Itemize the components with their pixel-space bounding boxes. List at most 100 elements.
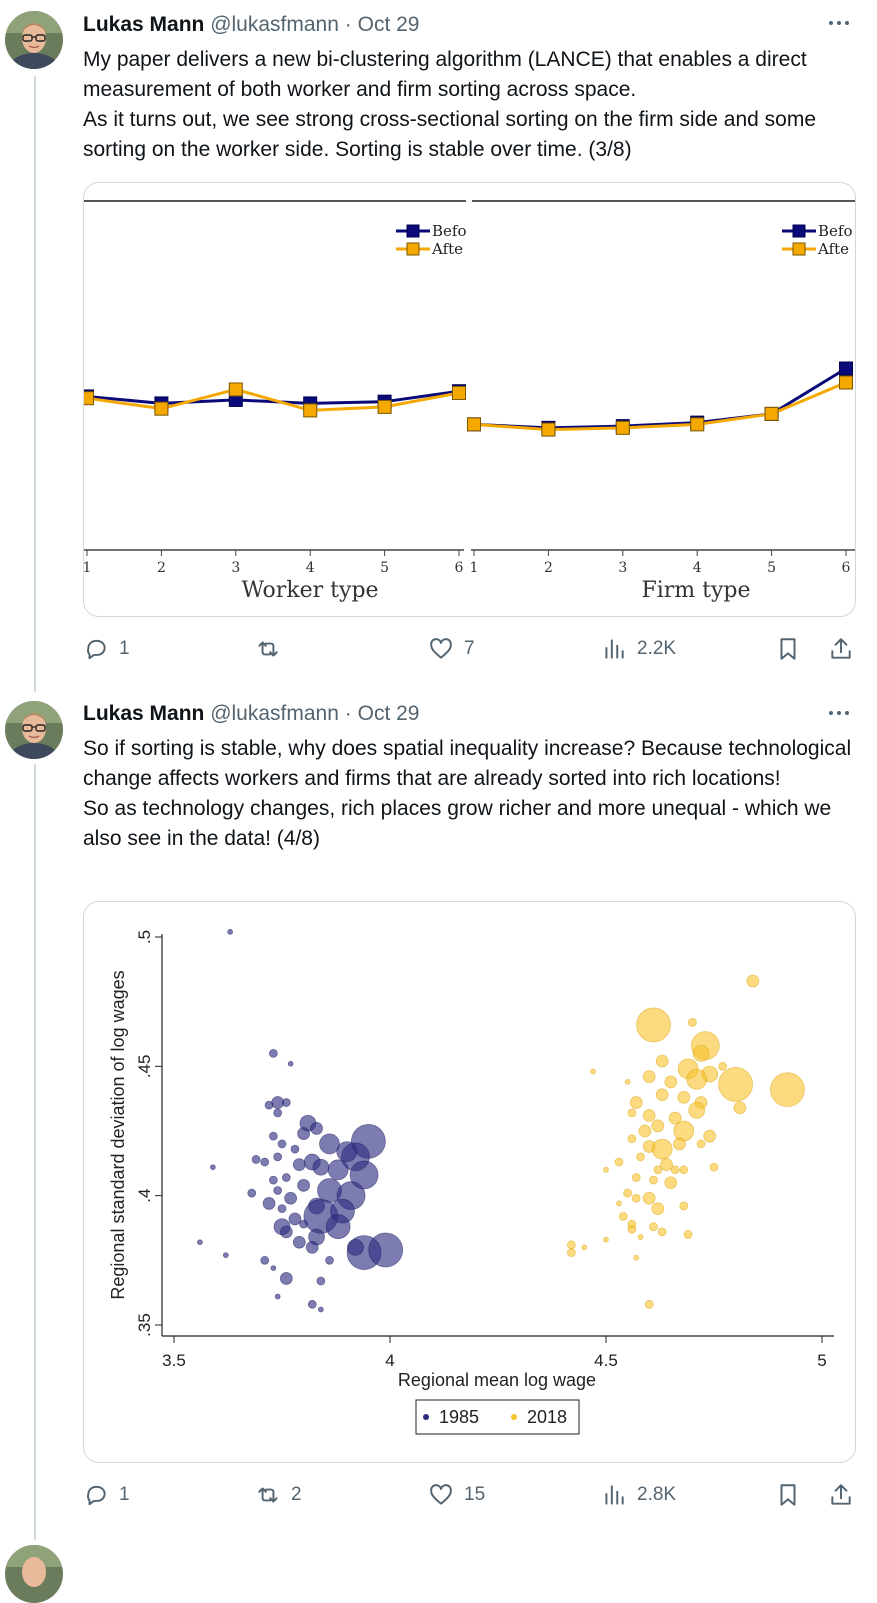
scatter-point-2018 [624,1078,631,1085]
x-axis-label: Firm type [641,578,750,603]
share-button[interactable] [828,636,854,662]
scatter-point-2018 [649,1222,658,1232]
author-name[interactable]: Lukas Mann [83,702,205,725]
scatter-point-2018 [718,1061,728,1071]
views-button[interactable]: 2.2K [601,636,676,662]
tweet-paragraph: So as technology changes, rich places gr… [83,797,832,850]
share-button[interactable] [828,1482,854,1508]
legend-marker-2018 [511,1414,517,1420]
scatter-point-1985 [288,1212,302,1226]
author-handle[interactable]: @lukasfmann [210,702,339,725]
scatter-point-1985 [290,1144,300,1154]
tweet-actions: 1 7 2.2K [83,636,855,666]
tweet-paragraph: So if sorting is stable, why does spatia… [83,737,852,790]
scatter-point-2018 [670,1165,680,1175]
legend-label: Befo [432,222,466,240]
legend-marker-1985 [423,1414,429,1420]
avatar-image [5,701,63,759]
scatter-point-2018 [642,1070,656,1084]
scatter-point-1985 [297,1127,311,1140]
scatter-point-2018 [642,1109,656,1122]
tweet-date[interactable]: Oct 29 [357,13,420,36]
scatter-point-2018 [618,1211,628,1221]
author-name[interactable]: Lukas Mann [83,13,205,36]
scatter-point-2018 [651,1202,665,1216]
scatter-point-2018 [770,1072,805,1108]
x-tick-label: 5 [380,560,389,576]
retweet-count: 2 [291,1484,302,1505]
data-point [228,382,243,397]
like-count: 7 [464,638,475,659]
like-button[interactable]: 15 [428,1482,485,1508]
scatter-point-2018 [581,1244,588,1251]
scatter-point-1985 [273,1186,283,1195]
views-button[interactable]: 2.8K [601,1482,676,1508]
scatter-point-1985 [273,1152,283,1162]
scatter-point-2018 [655,1088,669,1102]
legend-label: Afte [431,240,463,258]
scatter-point-1985 [316,1276,326,1286]
scatter-point-1985 [325,1255,334,1265]
legend-marker [406,242,420,256]
scatter-point-1985 [325,1214,351,1240]
scatter-point-2018 [616,1200,622,1207]
reply-button[interactable]: 1 [83,636,130,662]
views-count: 2.2K [637,638,677,659]
scatter-point-1985 [268,1175,278,1185]
avatar[interactable] [5,11,63,69]
series-line-befo [86,389,460,405]
scatter-point-2018 [627,1108,637,1118]
like-button[interactable]: 7 [428,636,475,662]
reply-count: 1 [119,638,130,659]
scatter-point-1985 [368,1232,404,1268]
tweet-media-scatter-chart[interactable]: 3.5 4 4.5 5 .35 .4 .45 .5 Regional mean log wag… [83,901,856,1463]
scatter-point-1985 [222,1252,229,1259]
scatter-point-2018 [623,1188,632,1198]
x-axis-label: Worker type [241,578,378,603]
retweet-button[interactable]: 2 [255,1482,302,1508]
scatter-point-1985 [270,1265,277,1271]
scatter-point-1985 [264,1100,274,1110]
x-tick-label: 4 [306,560,315,576]
scatter-point-1985 [279,1272,293,1285]
reply-button[interactable]: 1 [83,1482,130,1508]
scatter-point-1985 [317,1306,324,1313]
header-separator: · [344,702,352,725]
scatter-point-2018 [603,1166,609,1173]
bookmark-button[interactable] [775,1482,801,1508]
scatter-chart: 3.5 4 4.5 5 .35 .4 .45 .5 Regional mean log wag… [108,928,834,1435]
scatter-point-1985 [281,1173,291,1182]
x-tick-label: 6 [842,560,851,576]
scatter-point-1985 [197,1239,203,1246]
retweet-icon [258,1487,278,1503]
scatter-point-2018 [664,1176,678,1190]
tweet-date[interactable]: Oct 29 [357,702,420,725]
scatter-point-2018 [688,1101,706,1119]
more-options-button[interactable] [827,11,851,41]
legend-label: Befo [818,222,852,240]
scatter-point-1985 [277,1204,287,1214]
bookmark-icon [780,638,796,660]
scatter-point-2018 [660,1158,673,1172]
author-handle[interactable]: @lukasfmann [210,13,339,36]
scatter-point-1985 [262,1197,276,1210]
scatter-point-2018 [627,1134,637,1144]
x-tick-label: 3 [231,560,240,576]
x-tick-label: 1 [470,560,479,576]
bookmark-button[interactable] [775,636,801,662]
data-point [452,385,466,400]
retweet-button[interactable] [255,636,291,662]
scatter-point-1985 [319,1133,340,1155]
more-options-button[interactable] [827,701,851,731]
scatter-point-2018 [651,1138,673,1160]
scatter-point-1985 [271,1096,285,1109]
avatar[interactable] [5,701,63,759]
heart-icon [430,638,452,659]
scatter-point-1985 [273,1108,283,1118]
x-tick-label: 6 [455,560,464,576]
legend-label-2018: 2018 [527,1407,567,1427]
legend-marker [792,242,806,256]
scatter-point-2018 [683,1230,693,1239]
